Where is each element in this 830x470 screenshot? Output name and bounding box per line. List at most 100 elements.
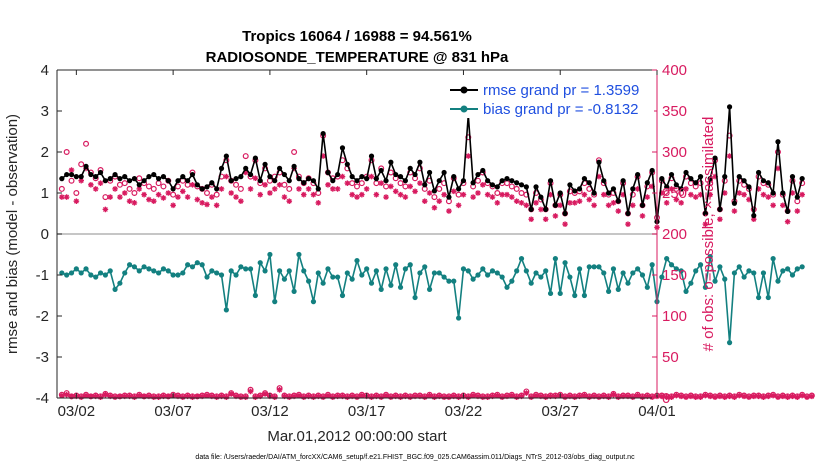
rmse-point bbox=[102, 178, 108, 184]
x-tick-label: 03/02 bbox=[58, 403, 96, 420]
bias-point bbox=[378, 286, 384, 292]
obs-assimilated-point bbox=[770, 392, 776, 399]
y-left-tick-label: -1 bbox=[36, 267, 49, 284]
obs-assimilated-point bbox=[209, 393, 215, 400]
obs-assimilated-point bbox=[305, 393, 312, 400]
obs-assimilated-point bbox=[523, 390, 530, 396]
rmse-point bbox=[615, 198, 621, 204]
bias-point bbox=[770, 256, 776, 262]
rmse-point bbox=[756, 169, 762, 176]
obs-assimilated-point bbox=[484, 191, 491, 198]
bias-point bbox=[185, 262, 191, 268]
obs-assimilated-point bbox=[663, 394, 670, 400]
rmse-point bbox=[393, 171, 399, 178]
obs-possible-point bbox=[291, 149, 298, 156]
obs-assimilated-point bbox=[538, 206, 544, 213]
rmse-point bbox=[668, 171, 675, 178]
obs-assimilated-point bbox=[199, 200, 205, 206]
y-axis-left-label: rmse and bias (model - observation) bbox=[4, 114, 21, 354]
obs-assimilated-point bbox=[310, 191, 317, 198]
bias-point bbox=[591, 264, 597, 270]
obs-assimilated-point bbox=[339, 173, 346, 180]
obs-possible-point bbox=[58, 185, 65, 192]
obs-possible-point bbox=[474, 177, 481, 184]
obs-assimilated-point bbox=[373, 191, 380, 198]
obs-assimilated-point bbox=[659, 393, 665, 400]
obs-assimilated-point bbox=[233, 194, 239, 200]
x-tick-label: 04/01 bbox=[638, 403, 676, 420]
rmse-point bbox=[504, 176, 510, 182]
rmse-point bbox=[296, 176, 302, 182]
bias-point bbox=[562, 260, 568, 266]
bias-point bbox=[276, 268, 283, 274]
obs-assimilated-point bbox=[83, 392, 89, 399]
rmse-point bbox=[252, 155, 258, 161]
rmse-point bbox=[688, 176, 694, 182]
obs-assimilated-point bbox=[296, 392, 302, 399]
rmse-point bbox=[281, 171, 288, 178]
y-right-tick-label: 0 bbox=[662, 390, 670, 407]
obs-assimilated-point bbox=[417, 180, 423, 186]
bias-point bbox=[373, 268, 379, 274]
obs-assimilated-point bbox=[412, 393, 418, 400]
bias-point bbox=[514, 268, 520, 274]
obs-assimilated-point bbox=[305, 186, 312, 192]
bias-point bbox=[456, 315, 462, 321]
rmse-point bbox=[775, 139, 781, 145]
rmse-point bbox=[456, 186, 462, 192]
rmse-point bbox=[180, 174, 186, 180]
bias-point bbox=[368, 280, 375, 286]
rmse-point bbox=[170, 186, 176, 192]
bias-point bbox=[151, 268, 157, 274]
obs-possible-point bbox=[131, 190, 138, 197]
rmse-point bbox=[73, 174, 79, 180]
obs-assimilated-point bbox=[528, 216, 534, 223]
bias-point bbox=[552, 256, 558, 262]
bias-point bbox=[659, 274, 665, 280]
rmse-point bbox=[431, 188, 438, 194]
rmse-point bbox=[451, 174, 457, 180]
x-axis-label: Mar.01,2012 00:00:00 start bbox=[267, 428, 447, 445]
bias-point bbox=[799, 264, 805, 270]
rmse-point bbox=[601, 178, 607, 184]
obs-assimilated-point bbox=[809, 393, 815, 400]
rmse-point bbox=[518, 182, 525, 188]
obs-assimilated-point bbox=[717, 393, 723, 400]
obs-assimilated-point bbox=[354, 194, 360, 200]
rmse-point bbox=[659, 176, 665, 182]
obs-assimilated-point bbox=[170, 202, 176, 209]
bias-point bbox=[417, 270, 423, 276]
obs-possible-point bbox=[160, 183, 167, 190]
rmse-point bbox=[485, 178, 491, 184]
bias-point bbox=[165, 268, 171, 274]
obs-assimilated-point bbox=[799, 392, 805, 399]
rmse-point bbox=[523, 184, 529, 190]
obs-assimilated-point bbox=[136, 392, 143, 399]
obs-assimilated-point bbox=[789, 190, 796, 196]
obs-assimilated-point bbox=[78, 394, 84, 400]
obs-assimilated-point bbox=[300, 191, 307, 198]
obs-assimilated-point bbox=[359, 191, 365, 198]
obs-assimilated-point bbox=[591, 393, 597, 400]
bias-point bbox=[794, 266, 800, 272]
obs-assimilated-point bbox=[117, 194, 123, 200]
rmse-point bbox=[136, 182, 142, 188]
rmse-point bbox=[644, 180, 650, 186]
obs-assimilated-point bbox=[765, 393, 772, 400]
obs-assimilated-point bbox=[799, 191, 805, 198]
bias-point bbox=[252, 292, 258, 299]
obs-assimilated-point bbox=[131, 394, 138, 400]
bias-point bbox=[707, 253, 713, 260]
rmse-point bbox=[557, 190, 563, 196]
obs-assimilated-point bbox=[315, 200, 322, 206]
obs-assimilated-point bbox=[88, 393, 94, 400]
obs-assimilated-point bbox=[736, 190, 743, 196]
obs-assimilated-point bbox=[213, 394, 220, 400]
rmse-point bbox=[635, 171, 641, 178]
rmse-point bbox=[610, 186, 617, 192]
rmse-point bbox=[349, 174, 355, 180]
bias-point bbox=[228, 268, 234, 274]
chart-title: Tropics 16064 / 16988 = 94.561% bbox=[242, 28, 472, 45]
rmse-point bbox=[122, 174, 128, 180]
obs-assimilated-point bbox=[509, 194, 515, 200]
